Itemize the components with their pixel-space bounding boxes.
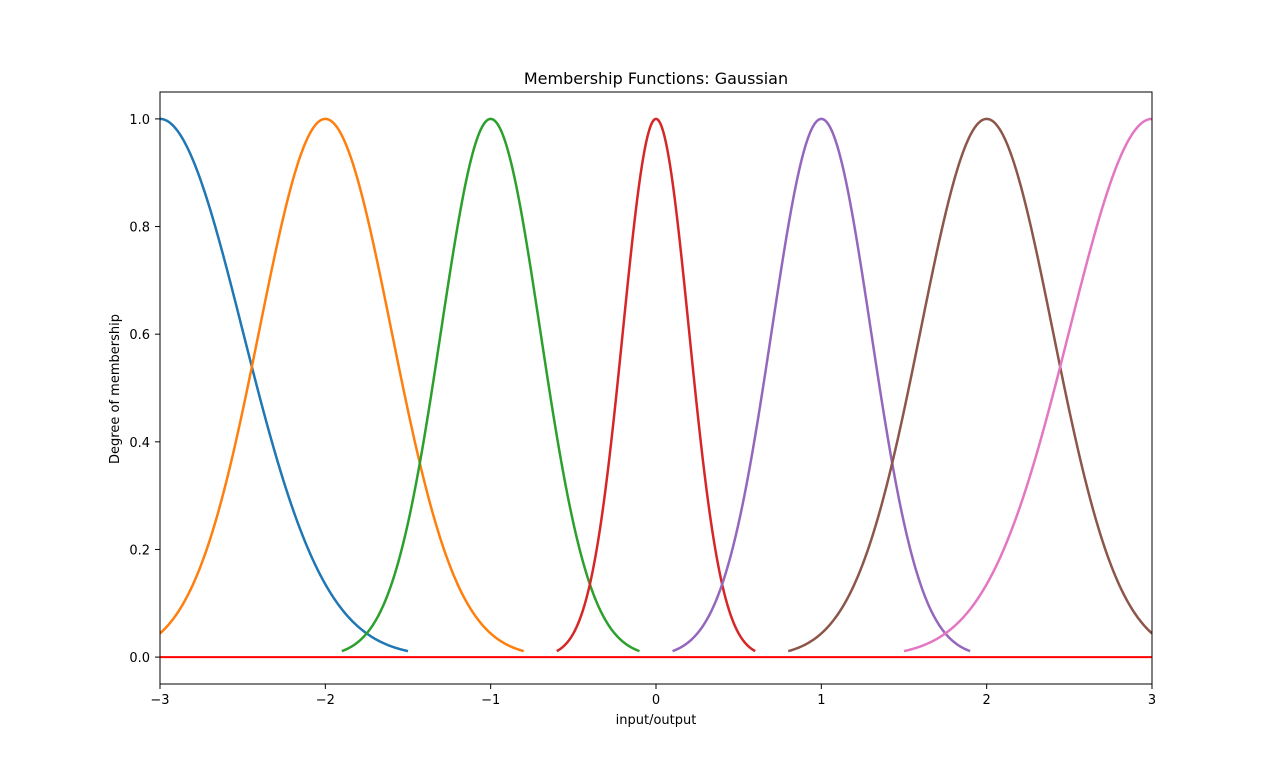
series-line-6 <box>787 117 1152 653</box>
series-line-2 <box>160 117 525 653</box>
x-tick-label: −2 <box>316 693 335 708</box>
x-tick-label: −3 <box>150 693 169 708</box>
x-tick-label: 1 <box>817 693 825 708</box>
x-tick-label: 0 <box>652 693 660 708</box>
x-tick-label: −1 <box>481 693 500 708</box>
series-line-5 <box>672 117 971 653</box>
x-axis-label: input/output <box>616 713 697 728</box>
y-tick-label: 0.8 <box>129 221 150 236</box>
plot-background <box>160 92 1152 684</box>
series-line-7 <box>903 117 1152 653</box>
plot-area <box>160 92 1152 684</box>
x-tick-label: 2 <box>983 693 991 708</box>
y-tick-label: 0.4 <box>129 436 150 451</box>
y-tick-label: 0.6 <box>129 328 150 343</box>
series-layer <box>160 117 1152 659</box>
y-axis-label: Degree of membership <box>108 314 123 464</box>
axes-layer: −3 −2 −1 0 1 2 3 0.0 0.2 0.4 0.6 0.8 1.0 <box>129 91 1156 708</box>
chart-title: Membership Functions: Gaussian <box>524 69 788 88</box>
y-tick-label: 0.0 <box>129 651 150 666</box>
x-tick-label: 3 <box>1148 693 1156 708</box>
y-tick-label: 0.2 <box>129 543 150 558</box>
series-group <box>160 117 1152 659</box>
y-tick-label: 1.0 <box>129 113 150 128</box>
